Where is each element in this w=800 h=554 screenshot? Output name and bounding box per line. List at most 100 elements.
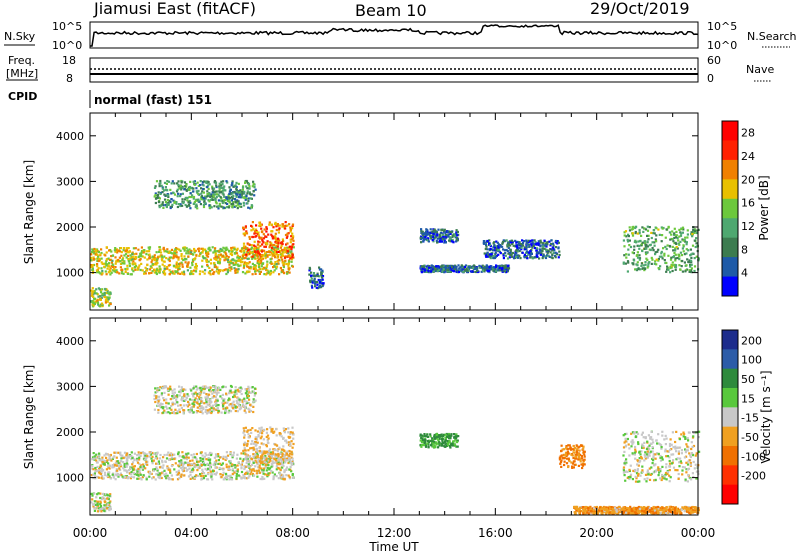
echo-cell — [279, 452, 282, 455]
echo-cell — [442, 237, 445, 240]
echo-cell — [435, 231, 439, 234]
echo-cell — [233, 205, 236, 208]
echo-cell — [136, 470, 139, 473]
echo-cell — [267, 473, 270, 477]
echo-cell — [164, 475, 167, 478]
echo-cell — [247, 449, 250, 452]
echo-cell — [265, 230, 268, 233]
echo-cell — [673, 252, 676, 255]
echo-cell — [546, 241, 549, 244]
echo-cell — [547, 254, 550, 257]
echo-cell — [553, 249, 556, 252]
echo-cell — [208, 266, 211, 269]
echo-cell — [242, 253, 245, 256]
echo-cell — [267, 464, 270, 467]
echo-cell — [488, 270, 491, 273]
echo-cell — [650, 236, 653, 240]
echo-cell — [188, 200, 191, 203]
echo-cell — [229, 196, 232, 199]
echo-cell — [192, 195, 196, 199]
echo-cell — [195, 452, 198, 456]
echo-cell — [256, 475, 259, 478]
echo-cell — [153, 408, 156, 411]
echo-cell — [209, 248, 212, 252]
echo-cell — [148, 475, 151, 478]
echo-cell — [130, 259, 133, 262]
echo-cell — [638, 257, 642, 260]
echo-cell — [123, 463, 126, 466]
echo-cell — [121, 454, 124, 457]
echo-cell — [164, 460, 167, 463]
echo-cell — [260, 258, 263, 261]
echo-cell — [93, 472, 96, 475]
echo-cell — [218, 185, 221, 188]
echo-cell — [242, 192, 245, 195]
echo-cell — [456, 234, 459, 237]
echo-cell — [202, 205, 206, 209]
echo-cell — [221, 401, 224, 404]
echo-cell — [282, 474, 285, 477]
echo-cell — [156, 457, 159, 460]
echo-cell — [174, 255, 177, 258]
echo-cell — [178, 408, 181, 411]
echo-cell — [95, 456, 98, 459]
echo-cell — [203, 272, 206, 275]
echo-cell — [130, 473, 133, 476]
echo-cell — [92, 290, 95, 293]
echo-cell — [90, 289, 93, 292]
echo-cell — [249, 468, 252, 471]
echo-cell — [205, 252, 208, 255]
echo-cell — [242, 204, 246, 207]
echo-cell — [99, 465, 103, 468]
echo-cell — [145, 460, 148, 463]
echo-cell — [212, 470, 215, 473]
echo-cell — [159, 182, 162, 185]
echo-cell — [549, 244, 552, 247]
echo-cell — [289, 465, 292, 468]
echo-cell — [159, 179, 162, 183]
echo-cell — [183, 474, 186, 477]
echo-cell — [161, 187, 164, 190]
echo-cell — [175, 271, 178, 274]
echo-cell — [118, 256, 121, 259]
echo-cell — [158, 255, 161, 258]
echo-cell — [240, 205, 243, 208]
echo-cell — [222, 468, 225, 471]
echo-cell — [190, 453, 193, 457]
echo-cell — [541, 242, 544, 245]
echo-cell — [531, 246, 534, 249]
echo-cell — [245, 263, 248, 266]
echo-cell — [224, 202, 227, 205]
echo-cell — [490, 253, 493, 256]
echo-cell — [451, 240, 454, 243]
echo-cell — [674, 247, 677, 250]
echo-cell — [260, 467, 263, 470]
echo-cell — [144, 266, 147, 269]
echo-cell — [497, 243, 500, 246]
echo-cell — [472, 266, 475, 270]
echo-cell — [201, 468, 204, 471]
echo-cell — [436, 265, 439, 268]
echo-cell — [671, 261, 674, 264]
echo-cell — [133, 458, 136, 461]
echo-cell — [93, 291, 96, 294]
echo-cell — [202, 461, 206, 465]
echo-cell — [236, 202, 239, 205]
echo-cell — [664, 236, 667, 239]
echo-cell — [239, 196, 242, 199]
echo-cell — [115, 462, 118, 465]
echo-cell — [237, 474, 240, 477]
echo-cell — [125, 469, 128, 473]
echo-cell — [202, 406, 205, 409]
echo-cell — [191, 392, 194, 395]
echo-cell — [252, 400, 255, 403]
echo-cell — [246, 187, 249, 190]
echo-cell — [444, 231, 447, 234]
echo-cell — [94, 466, 97, 470]
echo-cell — [123, 254, 126, 257]
echo-cell — [158, 472, 161, 475]
echo-cell — [219, 456, 222, 459]
echo-cell — [202, 475, 205, 478]
echo-cell — [645, 251, 648, 254]
echo-cell — [109, 302, 112, 306]
